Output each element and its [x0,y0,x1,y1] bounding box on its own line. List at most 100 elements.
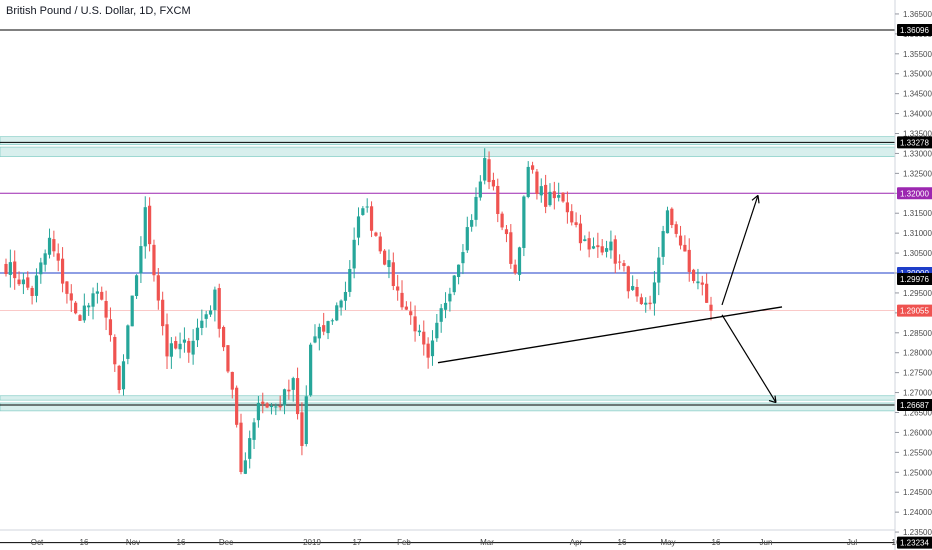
candle [409,301,413,325]
candle-body [100,291,104,300]
x-tick-label: 16 [177,538,186,547]
candle [622,260,626,272]
candle [391,252,395,291]
candle [269,403,274,415]
candle [487,151,491,190]
candle-body [274,406,278,408]
candle [696,268,700,290]
candle [91,287,95,320]
candle [422,320,426,356]
price-tag: 1.26687 [897,399,932,412]
candle-body [117,365,121,390]
candle-body [322,325,326,332]
candle [657,246,661,296]
candle-body [600,246,604,253]
candle-body [696,281,700,284]
candle [104,290,108,331]
candle [400,280,404,310]
candle [504,225,509,243]
y-tick-label: 1.35000 [903,70,932,79]
price-tag-bg [897,272,932,285]
price-tag-bg [897,304,932,317]
candle [221,325,226,352]
candle [552,181,556,210]
candle-body [657,257,661,283]
x-tick-label: 16 [892,538,901,547]
candle [548,183,552,207]
candle-body [417,330,422,333]
price-tag-label: 1.32000 [900,189,929,198]
y-tick-label: 1.27000 [903,389,932,398]
candle-body [30,287,34,296]
candle-body [674,224,678,234]
y-tick-label: 1.26000 [903,428,932,437]
candle [87,302,91,316]
candle-body [383,250,387,265]
candle [465,216,469,253]
candle [648,295,652,310]
trendline [437,306,783,364]
y-tick-label: 1.29500 [903,289,932,298]
candle-body [587,238,591,250]
price-tag: 1.29976 [897,272,932,285]
y-tick-label: 1.36500 [903,10,932,19]
candle [644,297,648,313]
candle [191,329,195,365]
candle-body [113,336,117,365]
price-tag: 1.23234 [897,536,932,549]
x-tick-label: 17 [353,538,362,547]
candle-body [47,237,52,255]
candle-body [21,279,26,285]
candle-body [200,320,204,328]
candle [69,284,73,312]
candle-body [104,300,108,318]
candle-body [526,166,530,197]
candle-body [470,220,474,227]
candle [661,225,665,265]
candle-body [448,293,452,302]
candle [652,270,657,316]
candle-body [169,343,173,357]
x-tick-label: Apr [570,538,583,547]
candle-body [287,389,291,392]
candle [426,337,430,369]
candle [26,271,30,291]
candle-body [178,343,182,350]
candle [522,195,526,257]
candle [74,300,78,315]
candle-body [230,371,234,390]
candle [339,299,343,316]
candle-body [282,389,287,406]
candle [609,230,613,259]
x-tick-label: Jul [847,538,857,547]
candle [21,272,26,295]
candle-body [17,279,21,285]
candle-body [78,315,82,321]
price-tag-bg [897,399,932,412]
candle-body [130,295,134,327]
candle-body [56,253,60,261]
y-tick-label: 1.26500 [903,409,932,418]
candle [309,342,313,397]
candle [182,327,187,353]
candle-body [39,262,43,275]
candle [213,286,217,322]
candle-body [108,319,113,336]
candle-body [661,231,665,257]
candle-body [369,206,374,231]
candle-body [335,305,339,321]
candle [478,175,482,201]
candle [204,310,208,328]
candle [513,259,517,275]
candle [274,403,278,416]
support-resistance-zone [0,395,896,401]
candle-body [239,422,243,473]
candle-body [339,300,343,308]
candle [448,287,452,312]
candle [670,207,674,229]
candle [378,232,382,254]
candle-body [69,293,73,301]
candle [639,293,643,305]
candle [121,354,126,396]
